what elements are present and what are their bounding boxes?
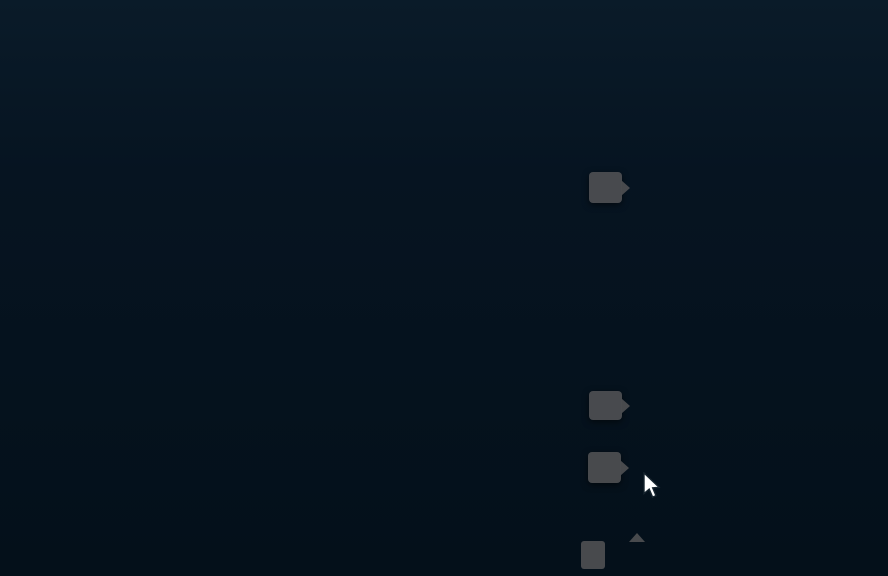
legend-volume[interactable] (18, 283, 56, 296)
mouse-cursor-icon (643, 472, 661, 499)
price-series-dot-icon (18, 12, 31, 25)
price-axis-badge (836, 177, 888, 196)
lra-line-marker-icon (16, 419, 34, 422)
volume-tooltip (589, 391, 630, 420)
volume-tooltip-dot-icon (599, 403, 605, 409)
volume-series-dot-icon (18, 283, 31, 296)
lra-tooltip-dot-icon (598, 465, 604, 471)
instrument-dot-icon (51, 287, 56, 292)
lra-axis-badge (836, 406, 888, 425)
instrument-dot-icon (54, 418, 59, 423)
legend-price[interactable] (18, 12, 39, 25)
price-tooltip-dot-icon (599, 185, 605, 191)
legend-lra[interactable] (16, 418, 59, 423)
price-tooltip (589, 172, 630, 203)
lra-tooltip (588, 452, 629, 483)
date-tooltip (581, 533, 645, 569)
